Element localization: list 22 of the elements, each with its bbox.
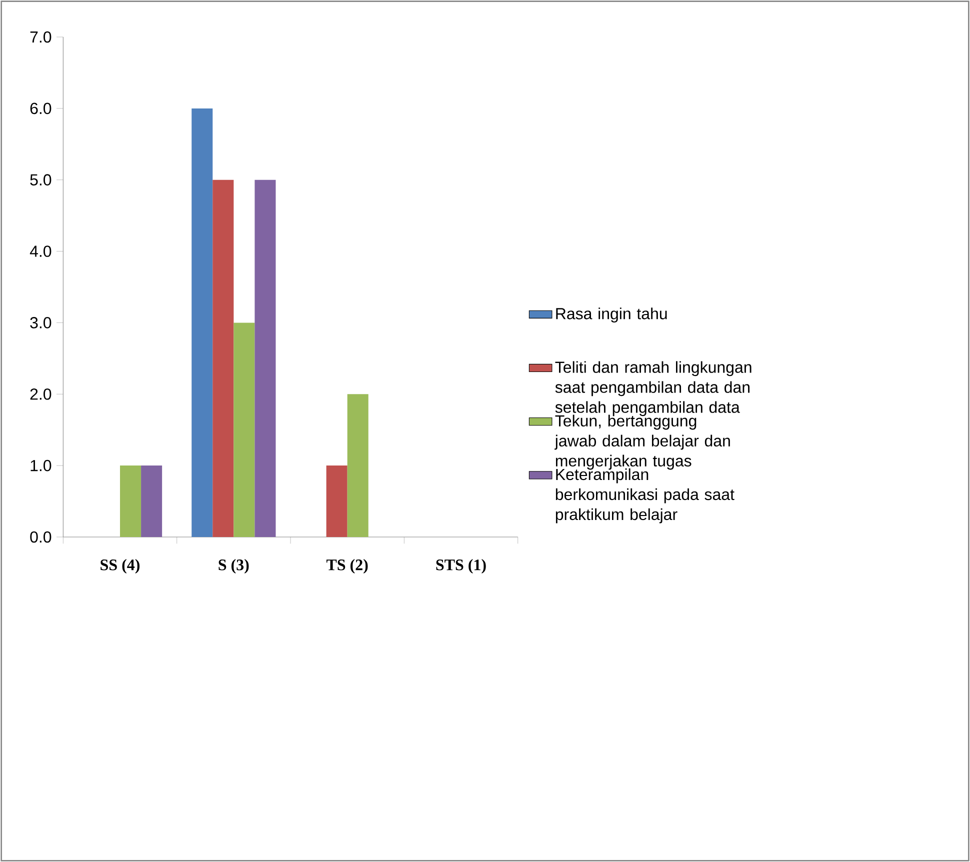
bar (192, 108, 213, 537)
y-tick-label: 2.0 (30, 388, 52, 400)
bar (212, 180, 234, 537)
legend-label: Rasa ingin tahu (556, 308, 667, 323)
y-tick-label: 3.0 (30, 317, 52, 328)
x-tick-label: STS (1) (436, 559, 486, 574)
x-tick-label: SS (4) (100, 559, 140, 574)
bar (141, 466, 162, 537)
legend-label: Tekun, bertanggung jawab dalam belajar dan mengerjakan tugas (554, 414, 730, 470)
y-tick-label: 5.0 (30, 174, 52, 186)
bar (347, 394, 368, 537)
y-tick-label: 0.0 (30, 531, 52, 543)
x-tick-label: TS (2) (326, 559, 368, 574)
y-tick-label: 4.0 (30, 246, 52, 257)
y-tick-label: 1.0 (30, 460, 52, 472)
y-tick-label: 7.0 (30, 31, 52, 43)
bar (120, 466, 142, 537)
bar (254, 180, 276, 537)
x-tick-label: S (3) (218, 559, 249, 574)
bar (234, 322, 255, 537)
y-tick-label: 6.0 (30, 102, 52, 114)
bar (326, 466, 348, 537)
